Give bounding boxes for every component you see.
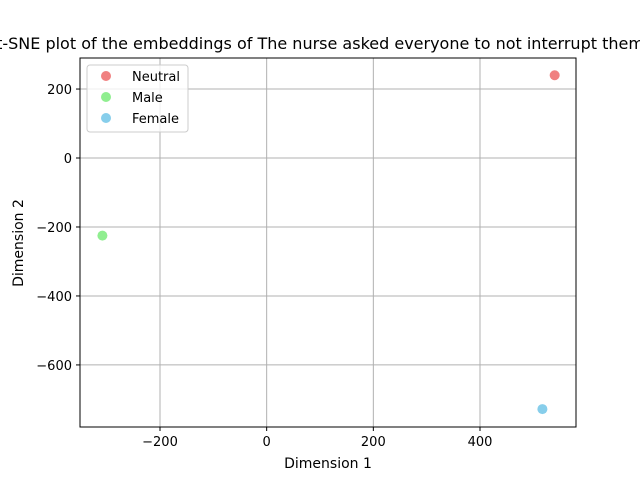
- legend-marker-female: [101, 113, 111, 123]
- point-female: [537, 404, 548, 415]
- y-tick-label: −400: [36, 290, 72, 305]
- x-tick-label: −200: [142, 435, 178, 450]
- x-tick-label: 0: [263, 435, 271, 450]
- legend-marker-neutral: [101, 71, 111, 81]
- legend-label-neutral: Neutral: [132, 70, 180, 85]
- points-layer: [97, 70, 560, 415]
- x-tick-label: 400: [468, 435, 493, 450]
- y-tick-label: 0: [64, 152, 72, 167]
- y-axis-label: Dimension 2: [11, 199, 27, 287]
- point-male: [97, 230, 108, 241]
- plot-frame: [79, 57, 577, 428]
- chart-title: t-SNE plot of the embeddings of The nurs…: [0, 34, 640, 53]
- legend-box: [86, 64, 189, 133]
- x-axis-label: Dimension 1: [284, 456, 372, 472]
- point-neutral: [549, 70, 560, 81]
- legend: Neutral Male Female: [86, 64, 189, 133]
- legend-marker-male: [101, 92, 111, 102]
- legend-label-female: Female: [132, 112, 179, 127]
- x-tick-label: 200: [361, 435, 386, 450]
- y-tick-label: −200: [36, 221, 72, 236]
- y-tick-label: 200: [47, 83, 72, 98]
- x-ticks: −200 0 200 400: [142, 427, 492, 450]
- legend-label-male: Male: [132, 91, 163, 106]
- y-tick-label: −600: [36, 359, 72, 374]
- y-ticks: 200 0 −200 −400 −600: [36, 83, 80, 374]
